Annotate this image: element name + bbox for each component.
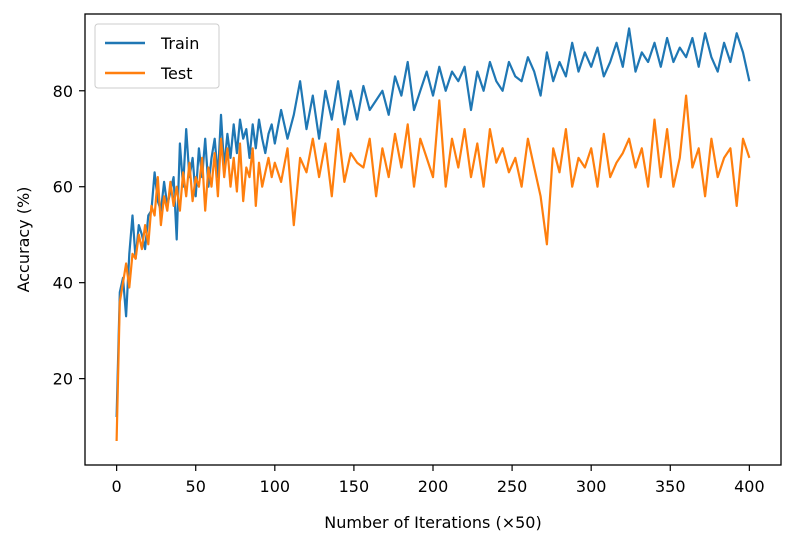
x-axis-label: Number of Iterations (×50) bbox=[324, 513, 541, 532]
x-axis-ticks: 0 50 100 150 200 250 300 350 400 bbox=[112, 465, 765, 496]
x-tick-label: 350 bbox=[655, 477, 686, 496]
y-tick-label: 80 bbox=[53, 82, 73, 101]
series-line-test bbox=[115, 94, 751, 442]
x-tick-label: 250 bbox=[497, 477, 528, 496]
x-tick-label: 400 bbox=[734, 477, 765, 496]
x-tick-label: 150 bbox=[339, 477, 370, 496]
series-layer bbox=[115, 27, 751, 442]
legend-label-train: Train bbox=[160, 34, 199, 53]
x-tick-label: 100 bbox=[260, 477, 291, 496]
y-tick-label: 40 bbox=[53, 274, 73, 293]
y-tick-label: 60 bbox=[53, 178, 73, 197]
y-axis-ticks: 20 40 60 80 bbox=[53, 82, 85, 389]
legend-box bbox=[94, 23, 220, 89]
x-tick-label: 200 bbox=[418, 477, 449, 496]
legend: Train Test bbox=[94, 23, 220, 89]
x-tick-label: 0 bbox=[112, 477, 122, 496]
x-tick-label: 50 bbox=[186, 477, 206, 496]
y-tick-label: 20 bbox=[53, 370, 73, 389]
legend-label-test: Test bbox=[160, 64, 193, 83]
y-axis-label: Accuracy (%) bbox=[14, 187, 33, 293]
x-tick-label: 300 bbox=[576, 477, 607, 496]
